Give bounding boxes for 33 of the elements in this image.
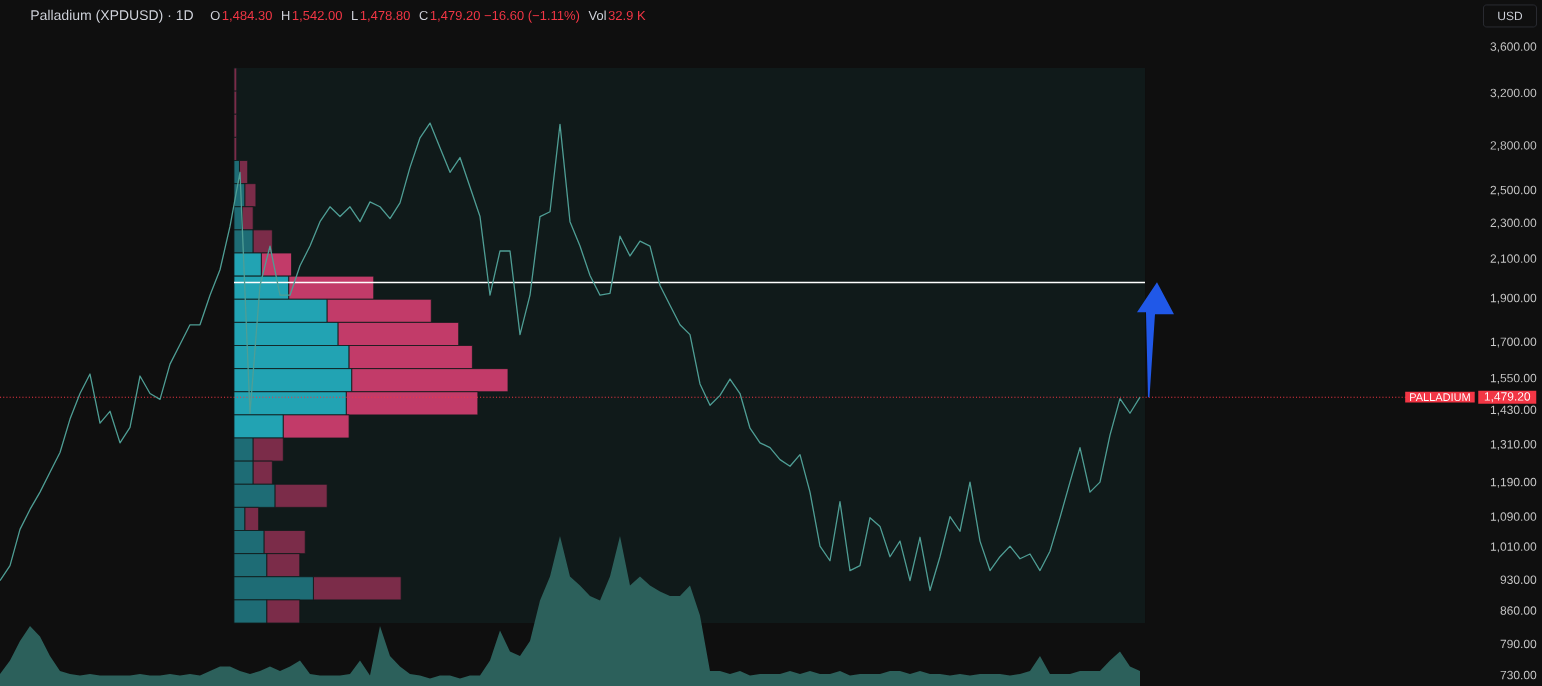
- annotation: Vol: [588, 10, 606, 21]
- y-tick-label: 1,190.00: [1490, 477, 1537, 488]
- line-series: [0, 122, 1141, 592]
- annotation: O: [210, 10, 220, 21]
- annotation: 1,542.00: [292, 10, 342, 22]
- ref-line-label: PALLADIUM: [1410, 393, 1470, 402]
- annotation: 1,478.80: [360, 10, 410, 22]
- text: 1,479.20: [1484, 392, 1531, 403]
- y-tick-label: 2,300.00: [1490, 218, 1537, 229]
- y-tick-label: 3,600.00: [1490, 42, 1537, 53]
- annotation: C: [419, 10, 428, 21]
- y-tick-label: 1,430.00: [1490, 405, 1537, 416]
- y-tick-label: 860.00: [1500, 606, 1537, 615]
- y-tick-label: 1,310.00: [1490, 440, 1537, 450]
- annotation: L: [352, 11, 358, 20]
- annotation: 1,484.30: [222, 10, 272, 22]
- annotation: H: [282, 11, 290, 20]
- y-tick-label: 2,100.00: [1490, 254, 1537, 265]
- y-tick-label: 1,700.00: [1490, 337, 1537, 348]
- y-tick-label: 930.00: [1500, 575, 1537, 584]
- annotation: 1,479.20 −16.60 (−1.11%): [430, 10, 580, 23]
- y-tick-label: 1,550.00: [1490, 373, 1537, 384]
- y-tick-label: 2,800.00: [1490, 141, 1537, 152]
- y-tick-label: 2,500.00: [1490, 185, 1537, 196]
- y-tick-label: 1,090.00: [1490, 512, 1537, 523]
- y-axis-title: USD: [1498, 11, 1523, 21]
- y-tick-label: 730.00: [1500, 670, 1537, 680]
- y-tick-label: 1,900.00: [1490, 293, 1537, 304]
- y-tick-label: 1,010.00: [1490, 542, 1537, 553]
- y-tick-label: 3,200.00: [1490, 88, 1537, 99]
- annotation: 32.9 K: [608, 10, 646, 21]
- text: Palladium (XPDUSD) · 1D: [31, 9, 193, 23]
- y-tick-label: 790.00: [1500, 639, 1537, 649]
